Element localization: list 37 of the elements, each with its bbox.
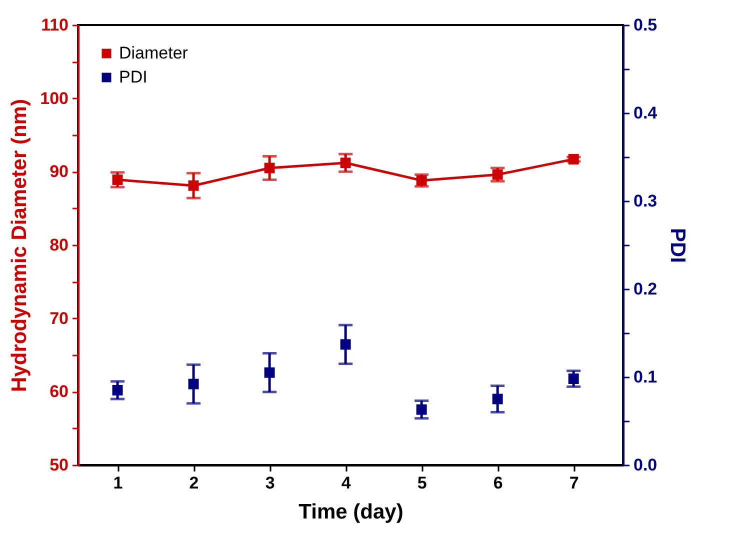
y2-tick-label: 0.4 xyxy=(634,104,658,122)
y2-tick-label: 0.0 xyxy=(634,456,658,474)
x-tick-label: 4 xyxy=(341,474,352,492)
y-tick-label: 50 xyxy=(50,456,68,474)
y2-axis-title: PDI xyxy=(666,228,690,264)
y-tick-label: 110 xyxy=(41,16,68,34)
point xyxy=(188,378,199,390)
point xyxy=(112,174,123,185)
point xyxy=(568,374,579,384)
x-tick-label: 1 xyxy=(113,474,123,492)
y-tick-label: 80 xyxy=(50,236,68,254)
y2-tick-label: 0.3 xyxy=(634,192,658,210)
point xyxy=(492,394,503,404)
x-axis-title: Time (day) xyxy=(298,500,404,524)
point xyxy=(264,162,275,174)
x-tick-label: 6 xyxy=(493,474,503,492)
y-tick-label: 100 xyxy=(40,88,68,108)
y-axis-title: Hydrodynamic Diameter (nm) xyxy=(8,99,32,392)
x-tick-label: 3 xyxy=(265,474,275,492)
x-tick-label: 2 xyxy=(189,474,199,492)
point xyxy=(340,339,351,350)
y2-tick-label: 0.2 xyxy=(634,280,658,298)
y-tick-label: 70 xyxy=(50,308,68,328)
point xyxy=(492,169,503,180)
point xyxy=(416,404,427,415)
point xyxy=(112,384,123,396)
y-tick-label: 90 xyxy=(50,162,68,182)
y2-tick-label: 0.1 xyxy=(634,368,658,386)
point xyxy=(340,158,351,168)
legend-label: PDI xyxy=(119,68,148,86)
legend-label: Diameter xyxy=(119,44,188,62)
y-tick-label: 60 xyxy=(50,382,68,402)
x-tick-label: 5 xyxy=(417,474,427,492)
point xyxy=(264,367,275,378)
y2-tick-label: 0.5 xyxy=(634,16,658,34)
point xyxy=(188,180,199,191)
x-tick-label: 7 xyxy=(569,474,579,492)
